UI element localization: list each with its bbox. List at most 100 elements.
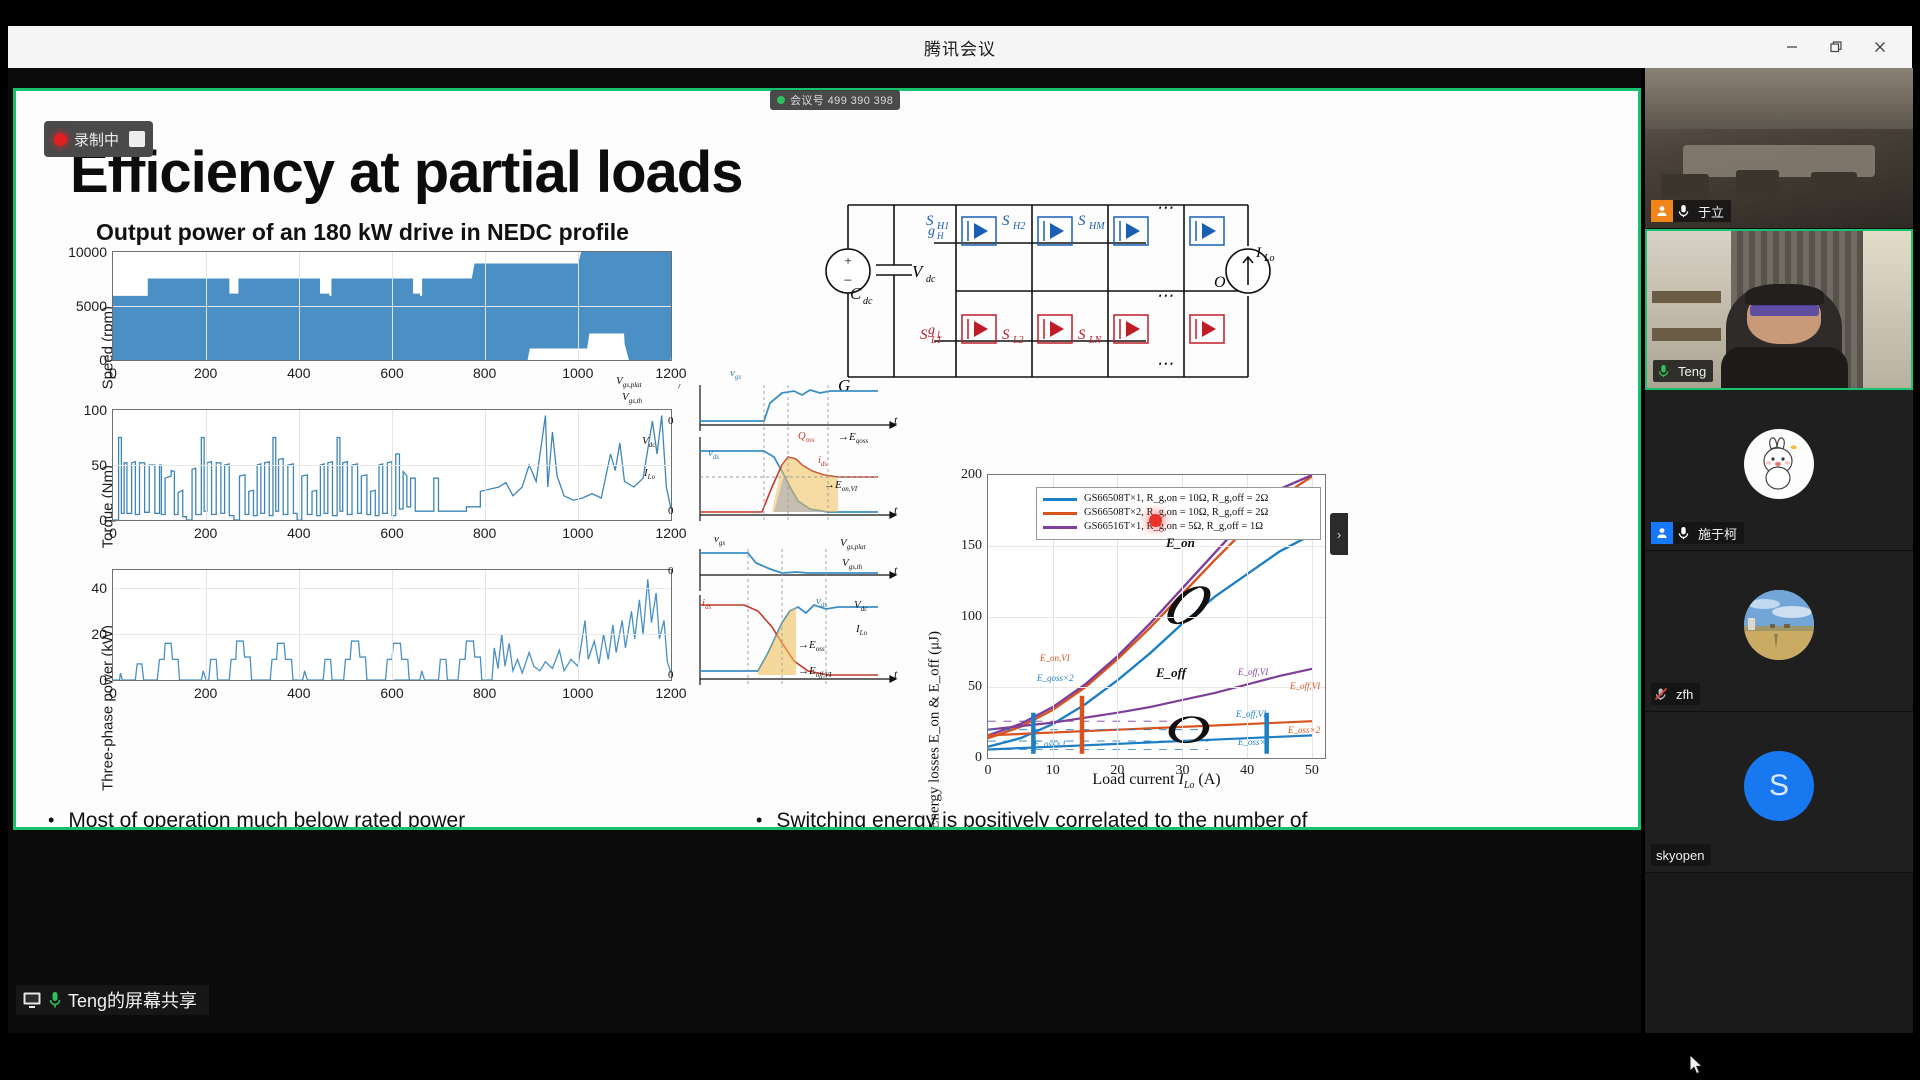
participant-name: skyopen — [1656, 847, 1705, 863]
annotation-eoss1-right: E_oss×1 — [1238, 737, 1271, 747]
legend-label-0: GS66508T×1, R_g,on = 10Ω, R_g,off = 2Ω — [1084, 493, 1269, 504]
chart-torque-ytick-0: 0 — [99, 512, 107, 528]
avatar — [1744, 589, 1814, 660]
svg-text:H: H — [936, 231, 944, 241]
participant-tile[interactable]: 于立 — [1645, 68, 1913, 229]
meeting-id-badge: 会议号 499 390 398 — [770, 90, 901, 110]
bullet-list-right: • Switching energy is positively correla… — [756, 805, 1336, 830]
recording-label: 录制中 — [74, 131, 120, 149]
mouse-cursor-highlight — [1149, 514, 1162, 527]
annotation-eoff-vi: E_off,VI — [1238, 667, 1269, 677]
chart-energy-ylabel: Energy losses E_on & E_off (μJ) — [926, 631, 943, 830]
recording-badge[interactable]: 录制中 — [44, 121, 154, 157]
svg-text:C: C — [850, 284, 862, 303]
waveform-turn-on-diagram: V Vgs,plat Vgs,th vgs Vdc vds ILo 0 0 t … — [616, 367, 898, 521]
chart-speed-xtick-4: 800 — [472, 365, 497, 381]
svg-text:g: g — [928, 323, 935, 338]
screen-share-status-bar: Teng的屏幕共享 — [16, 985, 210, 1015]
participant-tile[interactable]: S skyopen — [1645, 712, 1913, 873]
mic-on-icon[interactable] — [1673, 522, 1693, 544]
chart-torque-xtick-0: 0 — [109, 525, 117, 541]
chart-power-xtick-4: 800 — [472, 685, 497, 701]
participant-video — [1647, 231, 1911, 388]
svg-text:HM: HM — [1088, 221, 1105, 232]
window-controls — [1770, 26, 1902, 68]
screen-share-label: Teng的屏幕共享 — [68, 991, 198, 1011]
chart-torque-xtick-4: 800 — [472, 525, 497, 541]
close-button[interactable] — [1858, 26, 1902, 68]
svg-text:L1: L1 — [930, 335, 942, 346]
legend-swatch-1 — [1043, 511, 1077, 515]
chart-energy-xtick-1: 10 — [1045, 763, 1060, 778]
svg-text:O: O — [1214, 274, 1226, 291]
participant-namebar: skyopen — [1651, 844, 1712, 866]
svg-text:S: S — [926, 213, 934, 229]
chart-torque-ytick-2: 100 — [83, 402, 107, 418]
mic-muted-icon[interactable] — [1651, 683, 1671, 705]
bullet-list-left: • Most of operation much below rated pow… — [48, 805, 748, 827]
svg-text:S: S — [1002, 327, 1010, 343]
participant-name: zfh — [1676, 686, 1694, 702]
svg-text:H2: H2 — [1012, 221, 1025, 232]
title-bar: 腾讯会议 — [8, 26, 1912, 68]
landscape-avatar-icon — [1744, 589, 1814, 660]
microphone-icon — [49, 992, 61, 1008]
chart-power-xtick-0: 0 — [109, 685, 117, 701]
collapse-panel-arrow[interactable]: › — [1330, 513, 1348, 555]
avatar-letter: S — [1768, 768, 1789, 802]
mic-on-icon[interactable] — [1653, 360, 1673, 382]
presentation-slide: 录制中 Efficiency at partial loads Output p… — [13, 88, 1641, 830]
chart-speed-ytick-1: 5000 — [75, 298, 107, 314]
mic-on-icon[interactable] — [1673, 200, 1693, 222]
svg-text:⋯: ⋯ — [1156, 354, 1173, 373]
chart-power-xtick-1: 200 — [193, 685, 218, 701]
svg-text:V: V — [912, 262, 925, 281]
participant-tile[interactable]: 施于柯 — [1645, 390, 1913, 551]
legend-swatch-2 — [1043, 525, 1077, 529]
svg-text:S: S — [1078, 213, 1086, 229]
chart-torque: Torque (Nm) 0 50 100 0 — [84, 402, 687, 548]
waveform-turn-off-diagram: vgs Vgs,plat Vgs,th 0 0 t t ids vds Vdc … — [668, 533, 898, 685]
chart-power-xtick-5: 1000 — [562, 685, 594, 701]
annotation-eoff: E_off — [1156, 665, 1187, 680]
participant-tile[interactable]: zfh — [1645, 551, 1913, 712]
svg-text:S: S — [1078, 327, 1086, 343]
monitor-icon — [22, 991, 42, 1008]
participant-name: 于立 — [1698, 204, 1725, 220]
chart-power-ytick-1: 20 — [91, 626, 107, 643]
bullet-dot-icon: • — [756, 810, 763, 830]
bullet-item: • Most of operation much below rated pow… — [48, 805, 748, 827]
participant-namebar: 施于柯 — [1651, 522, 1745, 544]
chart-energy-ytick-3: 150 — [961, 537, 982, 553]
annotation-eoff-vi-right: E_off,VI — [1290, 681, 1321, 691]
participant-tile-active[interactable]: Teng — [1645, 229, 1913, 390]
chart-power-line — [113, 570, 671, 680]
annotation-eoss2-right: E_oss×2 — [1288, 725, 1321, 735]
chart-energy-xtick-5: 50 — [1304, 763, 1319, 778]
svg-text:Lo: Lo — [1263, 253, 1275, 264]
connection-status-dot — [777, 96, 785, 104]
avatar: S — [1744, 750, 1814, 821]
legend-item-1: GS66508T×2, R_g,on = 10Ω, R_g,off = 2Ω — [1043, 506, 1314, 520]
chart-torque-xtick-2: 400 — [287, 525, 311, 541]
chart-power-xtick-2: 400 — [287, 685, 311, 701]
participant-namebar: zfh — [1651, 683, 1701, 705]
svg-text:S: S — [1002, 213, 1010, 229]
chevron-right-icon: › — [1336, 526, 1342, 542]
minimize-button[interactable] — [1770, 26, 1814, 68]
chart-speed-xtick-1: 200 — [193, 365, 218, 381]
cohost-badge-icon — [1651, 522, 1673, 544]
svg-text:dc: dc — [863, 296, 873, 307]
chart-energy-xlabel: Load current ILo (A) — [1092, 771, 1221, 792]
chart-speed-ytick-0: 0 — [99, 352, 107, 368]
legend-label-1: GS66508T×2, R_g,on = 10Ω, R_g,off = 2Ω — [1084, 507, 1269, 519]
participant-name: Teng — [1678, 363, 1707, 379]
chart-speed-xtick-3: 600 — [380, 365, 404, 381]
chart-speed-xtick-5: 1000 — [562, 365, 594, 381]
chart-speed-xtick-0: 0 — [109, 365, 117, 381]
maximize-restore-button[interactable] — [1814, 26, 1858, 68]
shared-screen-area: 会议号 499 390 398 录制中 Efficiency at partia… — [8, 68, 1641, 1033]
participant-namebar: Teng — [1653, 360, 1714, 382]
stop-recording-icon[interactable] — [129, 131, 146, 147]
